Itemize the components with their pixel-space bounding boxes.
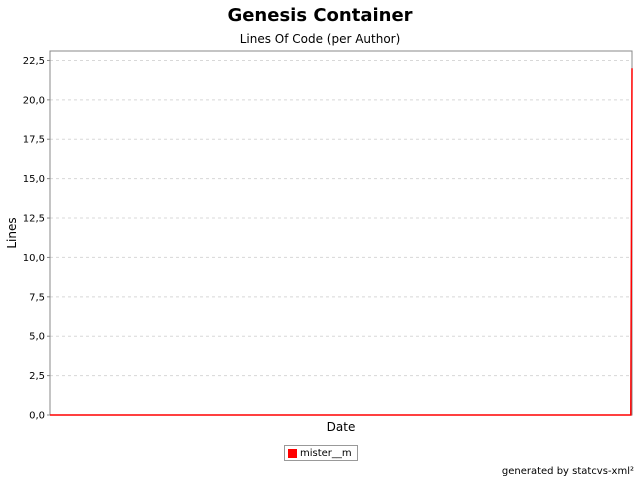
y-tick-label: 2,5 [29,371,45,382]
y-tick-label: 7,5 [29,292,45,303]
y-tick-label: 5,0 [29,332,45,343]
chart-title: Genesis Container [227,5,413,26]
y-tick-label: 10,0 [23,253,45,264]
chart-subtitle: Lines Of Code (per Author) [239,32,401,46]
legend-label: mister__m [300,447,352,459]
y-tick-label: 0,0 [29,411,45,422]
plot-background [50,51,632,415]
legend: mister__m [284,445,358,461]
y-tick-label: 17,5 [23,135,45,146]
footer-credit: generated by statcvs-xml² [501,466,634,477]
y-tick-label: 12,5 [23,214,45,225]
y-tick-label: 15,0 [23,174,45,185]
y-tick-label: 20,0 [23,95,45,106]
legend-swatch [288,448,297,458]
x-axis-label: Date [326,420,356,434]
y-tick-label: 22,5 [23,56,45,67]
series-line [50,68,633,416]
